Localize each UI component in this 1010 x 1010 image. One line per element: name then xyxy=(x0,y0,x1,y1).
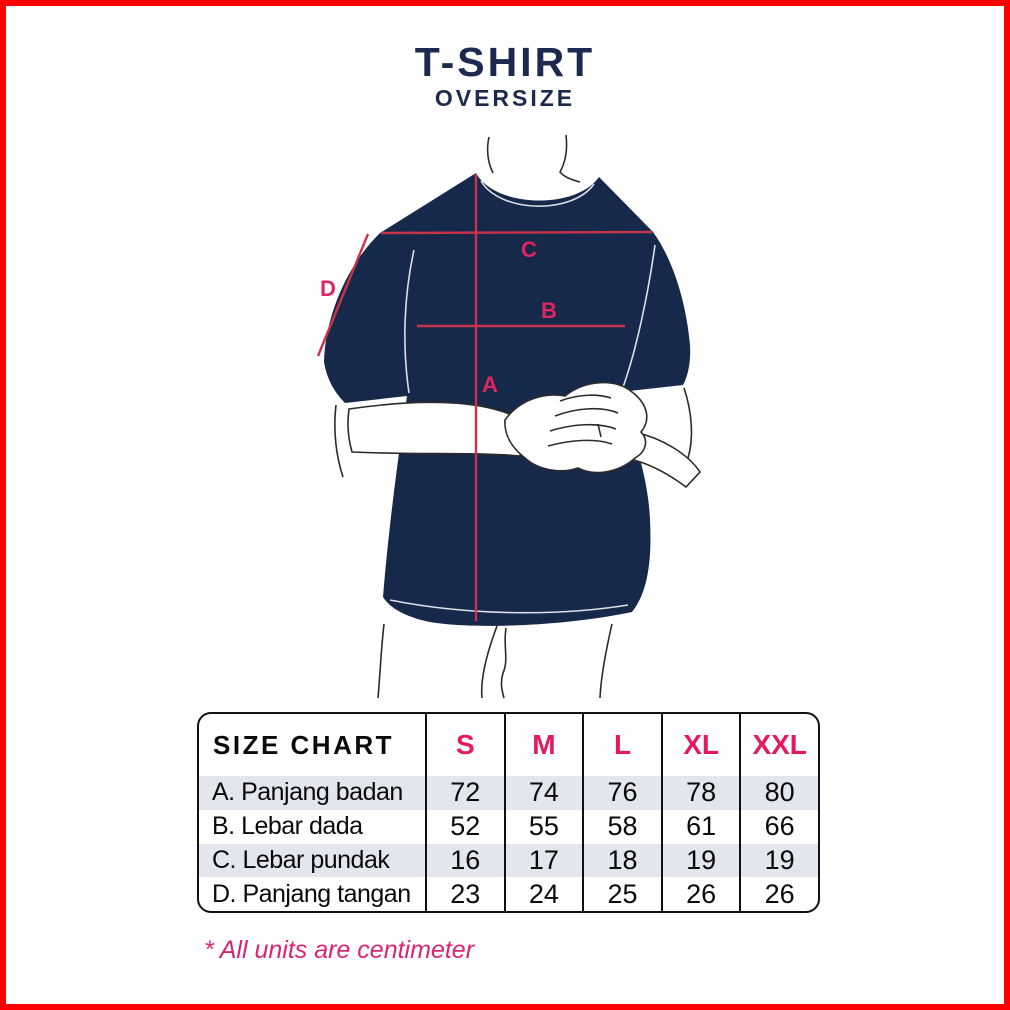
cell-value: 26 xyxy=(660,877,740,911)
page-title: T-SHIRT xyxy=(414,39,596,85)
cell-value: 66 xyxy=(739,809,818,844)
column-header-xl: XL xyxy=(660,714,740,776)
cell-value: 74 xyxy=(503,776,583,810)
units-footnote: * All units are centimeter xyxy=(204,936,475,964)
cell-value: 19 xyxy=(660,843,740,878)
column-header-l: L xyxy=(582,714,661,776)
column-header-s: S xyxy=(425,714,504,776)
clasped-hands xyxy=(504,381,648,474)
column-header-m: M xyxy=(503,714,583,776)
row-label: B. Lebar dada xyxy=(212,812,363,841)
measure-label-a: A xyxy=(482,372,498,397)
table-row: D. Panjang tangan 23 24 25 26 26 xyxy=(199,877,818,911)
outer-arm-lines xyxy=(334,387,693,478)
size-chart-title: SIZE CHART xyxy=(213,729,394,760)
measure-label-d: D xyxy=(320,276,336,301)
measure-label-b: B xyxy=(541,298,557,323)
neck-outline xyxy=(486,134,581,183)
table-row: B. Lebar dada 52 55 58 61 66 xyxy=(199,809,818,844)
cell-value: 58 xyxy=(582,809,661,844)
tshirt-silhouette xyxy=(324,173,691,626)
page-header: T-SHIRT OVERSIZE xyxy=(0,42,1010,110)
cell-value: 72 xyxy=(425,776,504,810)
cell-value: 52 xyxy=(425,809,504,844)
cell-value: 19 xyxy=(739,843,818,878)
cell-value: 24 xyxy=(503,877,583,911)
left-forearm xyxy=(347,401,527,457)
measurement-lines xyxy=(316,174,653,621)
measure-line-d xyxy=(316,233,370,357)
tshirt-measurement-illustration: C B A D xyxy=(316,134,702,699)
row-label: A. Panjang badan xyxy=(199,776,425,810)
column-header-xxl: XXL xyxy=(739,714,818,776)
cell-value: 23 xyxy=(425,877,504,911)
finger-lines xyxy=(547,394,619,447)
cell-value: 26 xyxy=(739,877,818,911)
cell-value: 55 xyxy=(503,809,583,844)
cell-value: 61 xyxy=(660,809,740,844)
right-forearm xyxy=(629,431,702,489)
cell-value: 25 xyxy=(582,877,661,911)
table-row: C. Lebar pundak 16 17 18 19 19 xyxy=(199,843,818,878)
cell-value: 80 xyxy=(739,776,818,810)
row-label: C. Lebar pundak xyxy=(199,843,425,878)
measure-line-c xyxy=(380,230,653,235)
page-subtitle: OVERSIZE xyxy=(434,85,576,111)
cell-value: 16 xyxy=(425,843,504,878)
cell-value: 18 xyxy=(582,843,661,878)
table-row: A. Panjang badan 72 74 76 78 80 xyxy=(199,776,818,810)
cell-value: 76 xyxy=(582,776,661,810)
measure-label-c: C xyxy=(521,237,537,262)
size-chart-table: SIZE CHART S M L XL XXL A. Panjang badan… xyxy=(197,712,820,913)
cell-value: 78 xyxy=(660,776,740,810)
cell-value: 17 xyxy=(503,843,583,878)
row-label: D. Panjang tangan xyxy=(212,879,411,908)
size-chart-header-row: SIZE CHART S M L XL XXL xyxy=(199,714,818,776)
arms-and-hands xyxy=(334,381,702,489)
shirt-seams xyxy=(389,180,656,614)
legs-outline xyxy=(377,623,613,699)
